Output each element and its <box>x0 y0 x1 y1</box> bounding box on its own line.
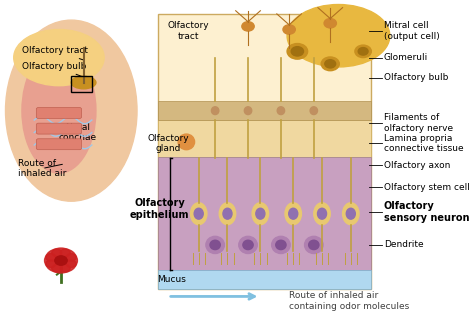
Ellipse shape <box>243 240 253 249</box>
Text: Olfactory stem cell: Olfactory stem cell <box>383 183 470 192</box>
Ellipse shape <box>22 48 96 173</box>
Text: Olfactory axon: Olfactory axon <box>383 161 450 170</box>
Text: Route of
inhaled air: Route of inhaled air <box>18 159 66 178</box>
Circle shape <box>283 25 295 34</box>
Circle shape <box>358 48 368 55</box>
Ellipse shape <box>277 107 284 115</box>
Ellipse shape <box>210 240 220 249</box>
Text: Olfactory bulb: Olfactory bulb <box>22 61 86 77</box>
Ellipse shape <box>314 203 330 225</box>
Ellipse shape <box>211 107 219 115</box>
Ellipse shape <box>289 208 298 219</box>
Ellipse shape <box>71 76 96 89</box>
Circle shape <box>355 45 371 58</box>
Ellipse shape <box>52 248 70 257</box>
Ellipse shape <box>65 254 77 267</box>
Text: Filaments of
olfactory nerve: Filaments of olfactory nerve <box>383 113 453 133</box>
Text: Olfactory
tract: Olfactory tract <box>168 21 209 41</box>
Ellipse shape <box>223 208 232 219</box>
Ellipse shape <box>60 249 76 261</box>
Text: Olfactory
sensory neuron: Olfactory sensory neuron <box>383 201 469 223</box>
Circle shape <box>287 43 308 59</box>
Ellipse shape <box>219 203 236 225</box>
Ellipse shape <box>194 208 203 219</box>
Ellipse shape <box>256 208 265 219</box>
Text: Olfactory tract: Olfactory tract <box>22 46 88 60</box>
Circle shape <box>242 22 254 31</box>
Text: Lamina propria
connective tissue: Lamina propria connective tissue <box>383 134 463 153</box>
Ellipse shape <box>14 30 104 86</box>
Ellipse shape <box>318 208 327 219</box>
Bar <box>157 120 371 158</box>
Bar <box>157 270 371 289</box>
Ellipse shape <box>191 203 207 225</box>
Ellipse shape <box>346 208 356 219</box>
Bar <box>157 158 371 270</box>
FancyBboxPatch shape <box>36 139 82 150</box>
Text: Olfactory
epithelium: Olfactory epithelium <box>130 198 190 220</box>
Ellipse shape <box>309 240 319 249</box>
FancyBboxPatch shape <box>36 123 82 134</box>
Circle shape <box>325 60 336 68</box>
Ellipse shape <box>206 236 224 254</box>
Ellipse shape <box>310 107 318 115</box>
Ellipse shape <box>239 236 257 254</box>
Ellipse shape <box>343 203 359 225</box>
Circle shape <box>291 47 303 56</box>
Text: Olfactory
gland: Olfactory gland <box>147 134 189 153</box>
Text: Mitral cell
(output cell): Mitral cell (output cell) <box>383 21 439 41</box>
Text: Glomeruli: Glomeruli <box>383 53 428 62</box>
Ellipse shape <box>6 20 137 201</box>
Ellipse shape <box>252 203 269 225</box>
Ellipse shape <box>52 264 70 273</box>
Bar <box>157 14 371 289</box>
Circle shape <box>324 19 337 28</box>
Ellipse shape <box>244 107 252 115</box>
Text: Olfactory bulb: Olfactory bulb <box>383 73 448 83</box>
Ellipse shape <box>305 236 323 254</box>
Ellipse shape <box>46 249 62 261</box>
Ellipse shape <box>60 260 76 272</box>
Text: Nasal
conchae: Nasal conchae <box>58 123 97 142</box>
Ellipse shape <box>178 134 195 150</box>
FancyBboxPatch shape <box>36 107 82 118</box>
Ellipse shape <box>272 236 290 254</box>
Bar <box>157 101 371 120</box>
Ellipse shape <box>285 203 301 225</box>
Ellipse shape <box>45 254 57 267</box>
Circle shape <box>321 57 339 71</box>
Text: Dendrite: Dendrite <box>383 240 423 249</box>
Bar <box>71 76 92 92</box>
Circle shape <box>55 256 67 265</box>
Ellipse shape <box>46 260 62 272</box>
Ellipse shape <box>287 4 390 67</box>
Text: Mucus: Mucus <box>157 275 186 284</box>
Ellipse shape <box>276 240 286 249</box>
Text: Route of inhaled air
containing odor molecules: Route of inhaled air containing odor mol… <box>289 291 410 311</box>
